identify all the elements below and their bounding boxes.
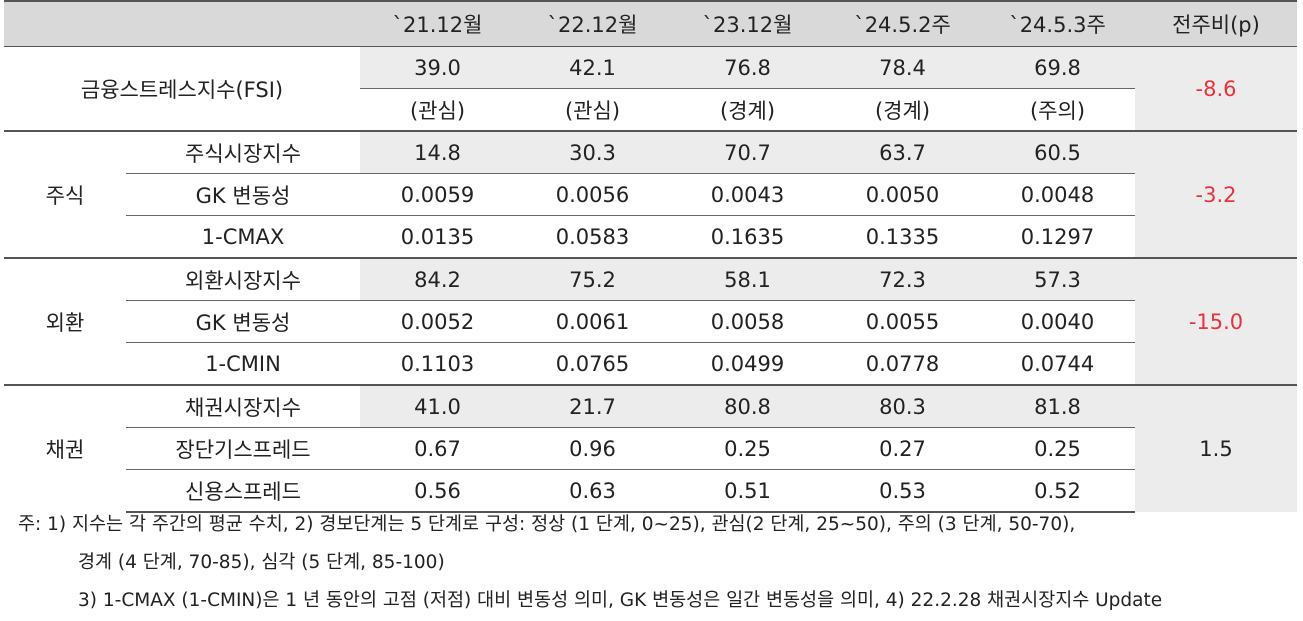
cell: 21.7 [515,384,670,428]
row-label: 주식시장지수 [126,130,360,174]
cell: 0.0583 [515,215,670,258]
header-row: `21.12월 `22.12월 `23.12월 `24.5.2주 `24.5.3… [4,0,1297,47]
cell: 0.53 [825,469,980,513]
row-label: 1-CMAX [126,215,360,258]
header-change: 전주비(p) [1135,0,1297,47]
cell: 0.1103 [360,342,515,385]
footnotes: 주: 1) 지수는 각 주간의 평균 수치, 2) 경보단계는 5 단계로 구성… [18,506,1162,620]
fsi-change: -8.6 [1135,46,1297,131]
cell: 0.27 [825,427,980,470]
bond-row-2: 장단기스프레드 0.67 0.96 0.25 0.27 0.25 [4,427,1297,470]
cell: 0.52 [980,469,1135,513]
footnote-line-2: 경계 (4 단계, 70-85), 심각 (5 단계, 85-100) [78,552,445,573]
cell: 0.25 [980,427,1135,470]
cell: 0.0061 [515,300,670,343]
cell: 81.8 [980,384,1135,428]
cell: 75.2 [515,257,670,301]
cell: 0.0059 [360,173,515,216]
fx-row-3: 1-CMIN 0.1103 0.0765 0.0499 0.0778 0.074… [4,342,1297,385]
footnote-line-1: 주: 1) 지수는 각 주간의 평균 수치, 2) 경보단계는 5 단계로 구성… [18,514,1076,535]
cell: 0.0499 [670,342,825,385]
cell: 0.0058 [670,300,825,343]
fsi-value: 39.0 [360,46,515,89]
cell: 0.0744 [980,342,1135,385]
cell: 80.8 [670,384,825,428]
header-col-3: `23.12월 [670,0,825,47]
stock-row-1: 주식 주식시장지수 14.8 30.3 70.7 63.7 60.5 -3.2 [4,130,1297,258]
bond-row-3: 신용스프레드 0.56 0.63 0.51 0.53 0.52 [4,469,1297,513]
cell: 0.25 [670,427,825,470]
cell: 57.3 [980,257,1135,301]
group-bond-change: 1.5 [1135,384,1297,512]
cell: 70.7 [670,130,825,174]
cell: 0.0048 [980,173,1135,216]
cell: 0.0135 [360,215,515,258]
cell: 0.1335 [825,215,980,258]
fx-row-1: 외환 외환시장지수 84.2 75.2 58.1 72.3 57.3 -15.0 [4,257,1297,385]
cell: 0.0050 [825,173,980,216]
fsi-level: (관심) [515,88,670,131]
cell: 0.0040 [980,300,1135,343]
fsi-value: 42.1 [515,46,670,89]
group-fx-label: 외환 [4,257,126,385]
cell: 58.1 [670,257,825,301]
cell: 0.0778 [825,342,980,385]
group-fx-change: -15.0 [1135,257,1297,385]
fx-row-2: GK 변동성 0.0052 0.0061 0.0058 0.0055 0.004… [4,300,1297,343]
row-label: 장단기스프레드 [126,427,360,470]
fsi-label: 금융스트레스지수(FSI) [80,77,284,102]
cell: 0.0056 [515,173,670,216]
cell: 0.1297 [980,215,1135,258]
header-col-1: `21.12월 [360,0,515,47]
cell: 0.96 [515,427,670,470]
row-label: 채권시장지수 [126,384,360,428]
row-label: 1-CMIN [126,342,360,385]
cell: 0.63 [515,469,670,513]
footnote-line-3: 3) 1-CMAX (1-CMIN)은 1 년 동안의 고점 (저점) 대비 변… [78,590,1163,611]
row-label: GK 변동성 [126,173,360,216]
fsi-level: (주의) [980,88,1135,131]
cell: 0.0765 [515,342,670,385]
row-label: GK 변동성 [126,300,360,343]
cell: 30.3 [515,130,670,174]
cell: 80.3 [825,384,980,428]
group-stock-label: 주식 [4,130,126,258]
bond-row-1: 채권 채권시장지수 41.0 21.7 80.8 80.3 81.8 1.5 [4,384,1297,512]
cell: 0.51 [670,469,825,513]
cell: 63.7 [825,130,980,174]
row-label: 신용스프레드 [126,469,360,513]
fsi-level: (경계) [670,88,825,131]
header-col-4: `24.5.2주 [825,0,980,47]
fsi-value: 76.8 [670,46,825,89]
cell: 41.0 [360,384,515,428]
cell: 0.0055 [825,300,980,343]
cell: 60.5 [980,130,1135,174]
stock-row-2: GK 변동성 0.0059 0.0056 0.0043 0.0050 0.004… [4,173,1297,216]
row-label: 외환시장지수 [126,257,360,301]
fsi-level: (관심) [360,88,515,131]
header-blank [4,0,360,47]
cell: 0.0043 [670,173,825,216]
header-col-5: `24.5.3주 [980,0,1135,47]
fsi-value-row: 금융스트레스지수(FSI) 39.0 42.1 76.8 78.4 69.8 -… [4,46,1297,131]
group-bond-label: 채권 [4,384,126,512]
cell: 0.1635 [670,215,825,258]
cell: 84.2 [360,257,515,301]
fsi-level-row: (관심) (관심) (경계) (경계) (주의) [4,88,1297,131]
group-stock-change: -3.2 [1135,130,1297,258]
fsi-table: `21.12월 `22.12월 `23.12월 `24.5.2주 `24.5.3… [4,0,1297,513]
cell: 0.67 [360,427,515,470]
cell: 0.56 [360,469,515,513]
header-col-2: `22.12월 [515,0,670,47]
stock-row-3: 1-CMAX 0.0135 0.0583 0.1635 0.1335 0.129… [4,215,1297,258]
cell: 0.0052 [360,300,515,343]
cell: 72.3 [825,257,980,301]
fsi-value: 78.4 [825,46,980,89]
fsi-level: (경계) [825,88,980,131]
cell: 14.8 [360,130,515,174]
fsi-value: 69.8 [980,46,1135,89]
